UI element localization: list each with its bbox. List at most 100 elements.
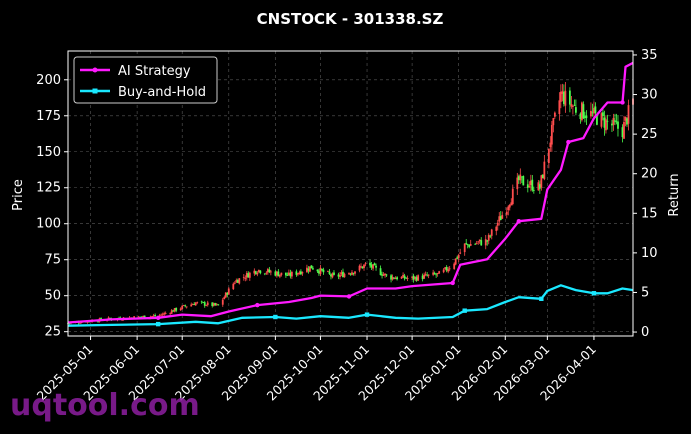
candle-body xyxy=(600,113,603,127)
candle-body xyxy=(444,267,447,270)
candle-body xyxy=(265,272,268,274)
candle-body xyxy=(224,292,227,298)
candle-body xyxy=(496,222,499,226)
candle-body xyxy=(307,268,310,271)
candle-body xyxy=(361,266,364,269)
candle-body xyxy=(573,104,576,106)
candle-body xyxy=(396,277,398,280)
candle-body xyxy=(375,265,377,268)
candle-body xyxy=(79,323,81,324)
candle-body xyxy=(435,274,438,276)
candle-body xyxy=(137,316,140,318)
candle-body xyxy=(268,269,271,273)
candle-body xyxy=(584,116,586,118)
candle-body xyxy=(571,106,574,107)
y2-tick-label: 0 xyxy=(641,325,649,340)
candle-body xyxy=(559,91,562,102)
candle-body xyxy=(297,273,299,275)
candle-body xyxy=(256,272,259,275)
candle-body xyxy=(550,124,553,145)
candle-body xyxy=(498,216,501,222)
candle-body xyxy=(161,314,164,316)
candle-body xyxy=(236,280,239,283)
chart-title: CNSTOCK - 301338.SZ xyxy=(257,10,444,28)
candle-body xyxy=(173,308,176,312)
candle-body xyxy=(333,272,335,275)
candle-body xyxy=(363,264,365,268)
candle-body xyxy=(152,315,155,317)
candle-body xyxy=(433,272,436,275)
candle-body xyxy=(193,303,196,306)
candle-body xyxy=(339,274,341,277)
candle-body xyxy=(489,235,492,237)
y2-tick-label: 10 xyxy=(641,246,658,261)
candle-body xyxy=(411,276,414,278)
candle-body xyxy=(487,234,490,241)
candle-body xyxy=(501,215,504,219)
series-line-buy-and-hold xyxy=(67,284,634,327)
y2-tick-label: 5 xyxy=(641,285,649,300)
candle-body xyxy=(328,271,331,274)
candle-body xyxy=(574,107,577,113)
candle-body xyxy=(510,202,513,206)
y2-tick-label: 20 xyxy=(641,167,658,182)
candle-body xyxy=(372,264,374,269)
candle-body xyxy=(163,313,166,315)
candle-body xyxy=(581,102,583,121)
strategy-lines xyxy=(67,61,634,327)
candle-body xyxy=(253,270,256,274)
candle-body xyxy=(139,316,142,318)
candle-body xyxy=(520,176,523,178)
candle-body xyxy=(286,274,289,276)
candle-body xyxy=(382,274,385,276)
candle-body xyxy=(468,244,471,247)
y2-tick-label: 30 xyxy=(641,88,658,103)
candle-body xyxy=(615,121,618,123)
candle-body xyxy=(414,276,417,279)
candle-body xyxy=(412,275,415,280)
candle-body xyxy=(519,174,522,181)
candle-body xyxy=(547,148,550,164)
candle-body xyxy=(564,90,567,106)
candle-body xyxy=(306,267,308,273)
candle-body xyxy=(309,266,311,272)
candle-body xyxy=(298,272,301,274)
candle-body xyxy=(477,241,480,243)
candle-body xyxy=(322,269,325,273)
candle-body xyxy=(627,105,630,124)
candle-body xyxy=(217,304,220,306)
candle-body xyxy=(463,243,466,253)
candle-body xyxy=(538,184,541,189)
candle-body xyxy=(623,121,625,139)
candle-body xyxy=(140,316,143,318)
candle-body xyxy=(248,272,251,278)
candle-body xyxy=(508,204,511,208)
y-tick-label: 75 xyxy=(44,253,61,268)
candle-body xyxy=(570,104,573,107)
candle-body xyxy=(196,302,199,303)
y-tick-label: 200 xyxy=(36,73,61,88)
series-marker-ai-strategy xyxy=(155,315,161,320)
candle-body xyxy=(394,278,397,280)
candle-body xyxy=(142,316,145,317)
legend-label-ai-strategy: AI Strategy xyxy=(118,64,191,79)
candle-body xyxy=(290,271,293,277)
candle-body xyxy=(543,161,546,180)
y-tick-label: 150 xyxy=(36,145,61,160)
candle-body xyxy=(215,304,218,305)
candle-body xyxy=(403,275,406,279)
legend: AI Strategy Buy-and-Hold xyxy=(73,56,218,104)
candle-body xyxy=(553,112,556,117)
candle-body xyxy=(158,315,161,317)
series-marker-ai-strategy xyxy=(255,302,260,308)
candle-body xyxy=(179,308,182,311)
candle-body xyxy=(406,278,409,279)
candle-body xyxy=(182,305,185,306)
candle-body xyxy=(447,269,450,272)
candle-body xyxy=(242,277,245,278)
y-tick-label: 125 xyxy=(36,181,61,196)
candle-body xyxy=(221,299,224,305)
candle-body xyxy=(263,273,266,275)
candle-body xyxy=(369,262,371,266)
